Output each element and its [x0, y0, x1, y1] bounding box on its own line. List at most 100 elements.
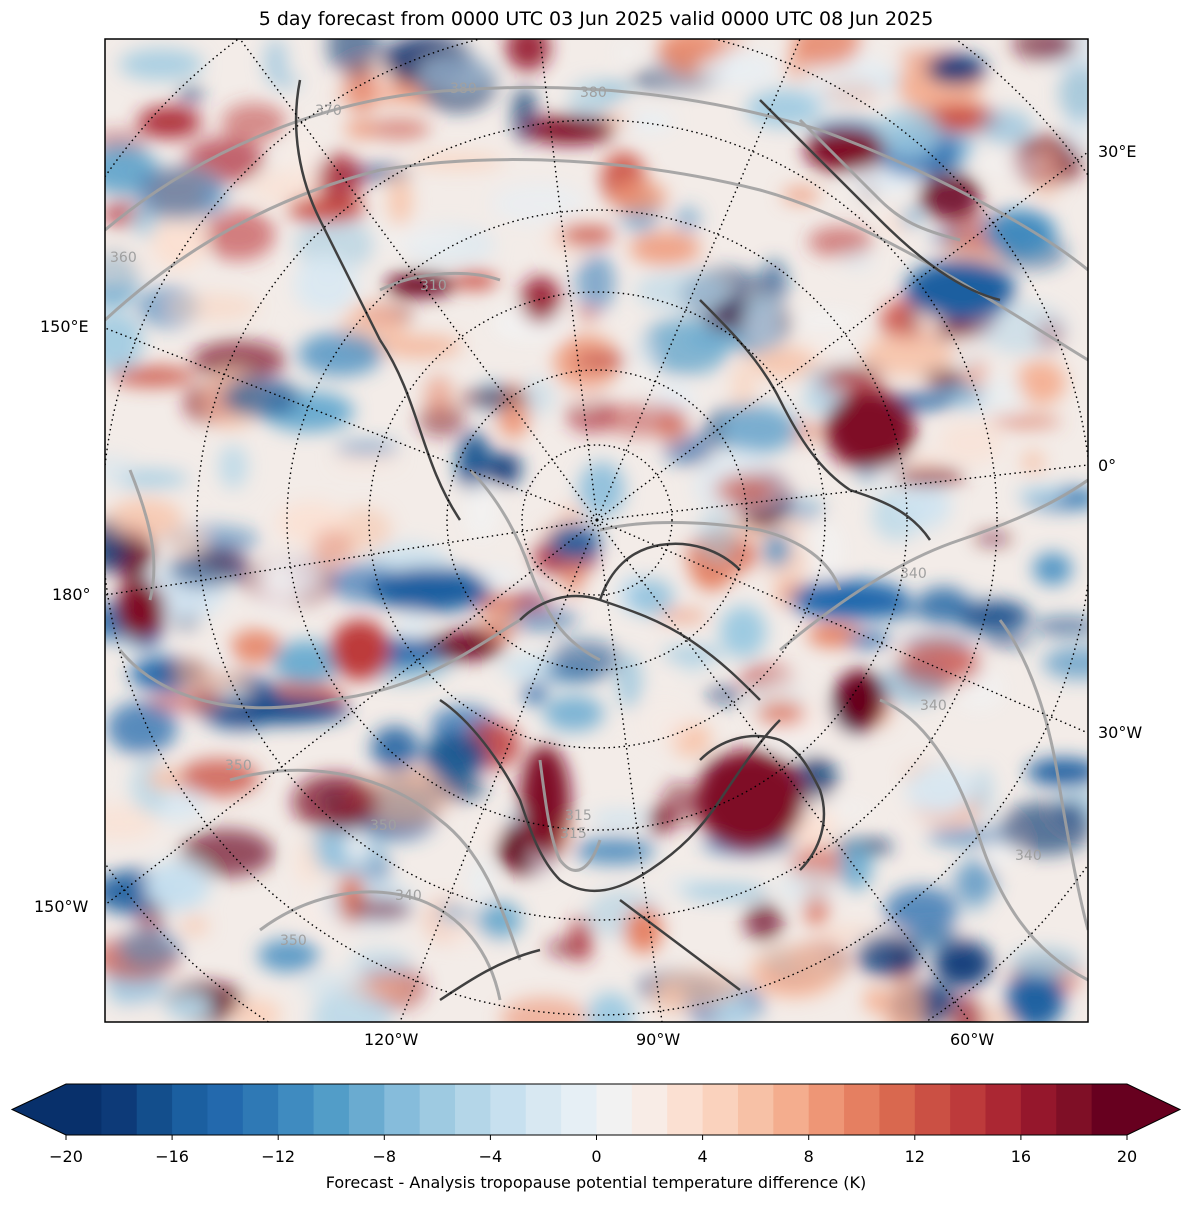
- field-patch: [637, 698, 692, 749]
- field-patch: [1058, 64, 1088, 122]
- field-patch: [255, 558, 298, 618]
- field-patch: [475, 824, 505, 841]
- contour-labels: 380 380 370 360 350 340 315 310 350 340 340 350 340 3…: [110, 81, 1042, 949]
- field-patch: [334, 441, 400, 455]
- colorbar-extend-min: [12, 1084, 66, 1135]
- field-patch: [230, 629, 281, 665]
- field-patch: [573, 352, 630, 369]
- field-patch: [178, 758, 260, 797]
- contour-label: 370: [315, 103, 342, 119]
- field-patch: [841, 252, 873, 269]
- field-patch: [332, 452, 400, 468]
- field-patch: [487, 452, 522, 486]
- field-patch: [807, 226, 873, 257]
- field-extreme: [385, 273, 455, 297]
- field-extreme: [115, 580, 165, 640]
- colorbar-swatch: [419, 1084, 456, 1135]
- field-patch: [107, 498, 183, 540]
- field-patch: [653, 983, 687, 1015]
- field-patch: [614, 39, 639, 68]
- field-patch: [418, 404, 466, 437]
- field-patch: [316, 153, 362, 206]
- field-patch: [747, 945, 842, 1000]
- colorbar-swatch: [808, 1084, 845, 1135]
- colorbar-tick-label: −4: [478, 1147, 503, 1166]
- colorbar-swatch: [348, 1084, 385, 1135]
- field-patch: [327, 39, 381, 76]
- field-patch: [180, 829, 274, 878]
- colorbar-tick-label: −12: [261, 1147, 296, 1166]
- field-patch: [457, 432, 492, 493]
- field-patch: [600, 402, 689, 437]
- field-patch: [345, 830, 371, 862]
- field-patch: [985, 209, 1056, 257]
- colorbar-tick-label: 20: [1116, 1147, 1138, 1166]
- field-patch: [926, 54, 986, 85]
- field-patch: [893, 468, 965, 486]
- colorbar-tick-label: −16: [155, 1147, 189, 1166]
- field-patch: [1026, 758, 1088, 786]
- field-patch: [777, 868, 838, 905]
- field-patch: [221, 102, 287, 143]
- field-extreme: [525, 116, 615, 144]
- field-patch: [611, 180, 667, 214]
- field-patch: [664, 433, 718, 466]
- field-extreme: [905, 260, 1015, 320]
- colorbar-swatch: [631, 1084, 668, 1135]
- field-patch: [578, 461, 625, 518]
- colorbar-extend-max: [1127, 1084, 1180, 1135]
- field-patch: [972, 766, 994, 819]
- colorbar-swatch: [242, 1084, 279, 1135]
- colorbar-swatch: [1056, 1084, 1093, 1135]
- field-patch: [368, 118, 431, 140]
- contour-label: 350: [225, 758, 252, 774]
- field-patch: [145, 860, 210, 911]
- colorbar-swatch: [702, 1084, 739, 1135]
- colorbar-label: Forecast - Analysis tropopause potential…: [325, 1173, 867, 1192]
- field-patch: [999, 801, 1088, 856]
- field-patch: [684, 329, 752, 348]
- field-patch: [1006, 970, 1065, 1022]
- field-patch: [910, 925, 957, 949]
- field-patch: [714, 998, 754, 1022]
- field-patch: [927, 827, 1006, 846]
- field-patch: [656, 609, 709, 623]
- field-patch: [1010, 947, 1081, 978]
- field-patch: [257, 939, 319, 973]
- field-patch: [589, 810, 652, 827]
- field-patch: [105, 454, 131, 489]
- field-patch: [568, 916, 593, 963]
- contour-label: 340: [1015, 848, 1042, 864]
- colorbar-swatch: [525, 1084, 562, 1135]
- field-patch: [344, 120, 379, 138]
- lon-label-90w: 90°W: [636, 1030, 681, 1049]
- field-patch: [792, 39, 861, 66]
- field-patch: [222, 377, 300, 418]
- field-patch: [292, 773, 378, 831]
- field-patch: [264, 39, 288, 86]
- field-patch: [574, 307, 600, 321]
- colorbar-swatch: [596, 1084, 633, 1135]
- field-patch: [559, 224, 614, 246]
- field-patch: [916, 586, 971, 625]
- colorbar-swatch: [879, 1084, 916, 1135]
- field-extreme: [695, 750, 805, 850]
- graticule: [105, 39, 1088, 1022]
- field-patch: [505, 39, 551, 71]
- field-patch: [350, 949, 412, 975]
- lon-label-150e: 150°E: [40, 317, 89, 336]
- field-patch: [166, 293, 260, 322]
- field-patch: [566, 396, 616, 433]
- contour-label: 310: [420, 278, 447, 294]
- field-patch: [821, 362, 883, 385]
- contour-label: 360: [110, 250, 137, 266]
- field-patch: [460, 391, 529, 405]
- field-patch: [388, 175, 412, 226]
- field-patch: [616, 652, 643, 709]
- field-patch: [179, 915, 209, 937]
- colorbar-swatch: [136, 1084, 173, 1135]
- contour-label: 350: [280, 933, 307, 949]
- field-patch: [742, 296, 784, 351]
- map-frame: [104, 38, 1089, 1023]
